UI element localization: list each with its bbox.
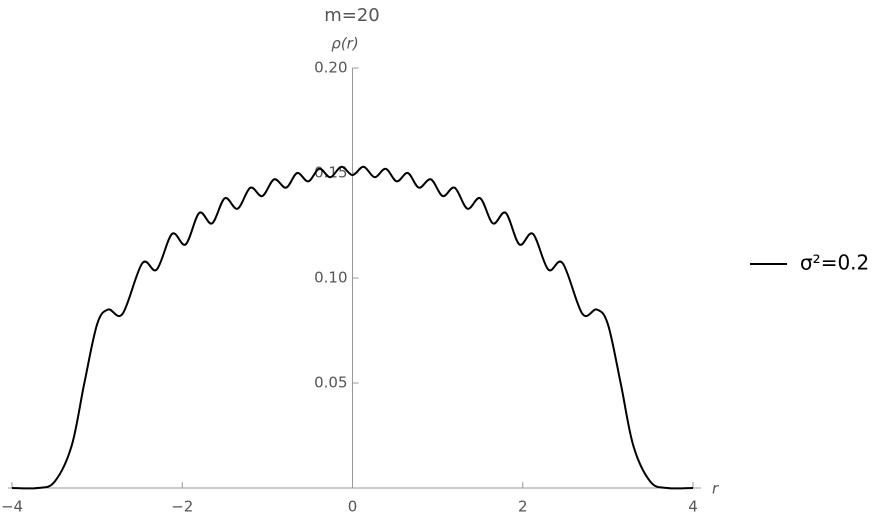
x-tick-label: −2	[171, 498, 193, 516]
legend-label: σ²=0.2	[800, 251, 869, 275]
chart-title: m=20	[324, 5, 380, 26]
x-tick-label: −4	[1, 498, 23, 516]
y-tick-label: 0.05	[314, 374, 347, 392]
series-line	[11, 165, 694, 490]
x-tick-label: 2	[518, 498, 528, 516]
y-axis-label: ρ(r)	[331, 35, 358, 53]
y-tick-label: 0.10	[314, 269, 347, 287]
x-tick-label: 4	[688, 498, 698, 516]
y-tick-label: 0.20	[314, 59, 347, 77]
x-tick-label: 0	[348, 498, 358, 516]
x-axis-label: r	[712, 480, 719, 498]
